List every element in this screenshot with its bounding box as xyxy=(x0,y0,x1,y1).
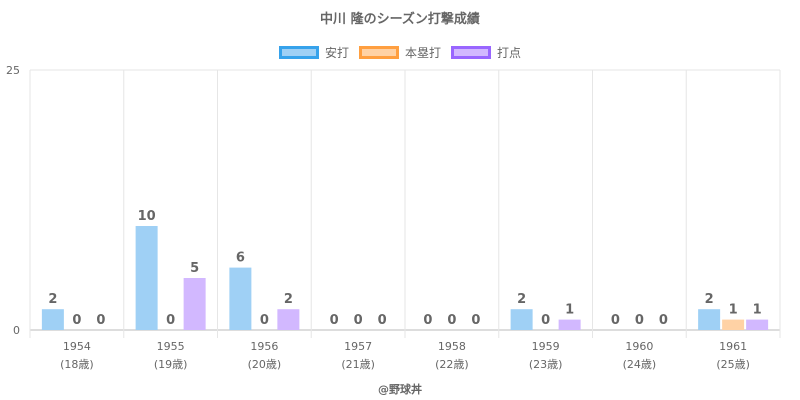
x-tick-sublabel: (24歳) xyxy=(623,358,657,371)
x-tick-label: 1955 xyxy=(157,340,185,353)
legend-item[interactable]: 打点 xyxy=(451,46,522,60)
data-label: 0 xyxy=(423,313,432,328)
legend-label: 安打 xyxy=(325,45,349,60)
data-label: 0 xyxy=(166,313,175,328)
data-label: 1 xyxy=(753,303,762,318)
bar[interactable] xyxy=(229,267,252,330)
x-tick-label: 1961 xyxy=(719,340,747,353)
chart-title: 中川 隆のシーズン打撃成績 xyxy=(320,11,480,27)
bar[interactable] xyxy=(183,278,206,330)
legend-swatch xyxy=(451,46,491,59)
data-label: 0 xyxy=(541,313,550,328)
chart-axis-labels: 1954 (18歳) 1955 (19歳) 1956 (20歳) 1957 (21歳) 1958… xyxy=(60,340,750,371)
bar[interactable] xyxy=(41,309,64,330)
x-tick-sublabel: (25歳) xyxy=(716,358,750,371)
chart-grid: 025 xyxy=(6,64,781,338)
bar[interactable] xyxy=(558,319,581,330)
data-label: 0 xyxy=(447,313,456,328)
data-label: 2 xyxy=(517,292,526,307)
x-tick-label: 1957 xyxy=(344,340,372,353)
data-label: 6 xyxy=(236,251,245,266)
legend-swatch xyxy=(279,46,319,59)
legend-swatch xyxy=(359,46,399,59)
legend-item[interactable]: 本塁打 xyxy=(359,46,442,60)
data-label: 2 xyxy=(284,292,293,307)
x-tick-sublabel: (23歳) xyxy=(529,358,563,371)
data-label: 0 xyxy=(354,313,363,328)
x-tick-sublabel: (18歳) xyxy=(60,358,94,371)
data-label: 2 xyxy=(48,292,57,307)
data-label: 0 xyxy=(659,313,668,328)
data-label: 5 xyxy=(190,261,199,276)
x-tick-label: 1959 xyxy=(532,340,560,353)
y-tick-label: 0 xyxy=(13,324,20,337)
bar[interactable] xyxy=(698,309,721,330)
bar[interactable] xyxy=(277,309,300,330)
x-tick-label: 1956 xyxy=(250,340,278,353)
chart-credit: @野球丼 xyxy=(378,382,422,396)
data-label: 2 xyxy=(705,292,714,307)
x-tick-label: 1960 xyxy=(625,340,653,353)
x-tick-sublabel: (20歳) xyxy=(248,358,282,371)
data-label: 0 xyxy=(72,313,81,328)
data-label: 0 xyxy=(330,313,339,328)
data-label: 0 xyxy=(611,313,620,328)
data-label: 0 xyxy=(378,313,387,328)
data-label: 0 xyxy=(260,313,269,328)
x-tick-sublabel: (19歳) xyxy=(154,358,188,371)
legend-label: 打点 xyxy=(497,46,521,60)
x-tick-label: 1958 xyxy=(438,340,466,353)
data-label: 0 xyxy=(96,313,105,328)
data-label: 10 xyxy=(138,209,156,224)
bar[interactable] xyxy=(746,319,769,330)
x-tick-sublabel: (22歳) xyxy=(435,358,469,371)
x-tick-sublabel: (21歳) xyxy=(341,358,375,371)
data-label: 1 xyxy=(729,303,738,318)
chart-legend: 安打 本塁打 打点 xyxy=(279,45,522,60)
x-tick-label: 1954 xyxy=(63,340,91,353)
data-label: 1 xyxy=(565,303,574,318)
bar[interactable] xyxy=(722,319,745,330)
bar[interactable] xyxy=(135,226,158,330)
legend-item[interactable]: 安打 xyxy=(279,45,350,60)
y-tick-label: 25 xyxy=(6,64,20,77)
data-label: 0 xyxy=(471,313,480,328)
data-label: 0 xyxy=(635,313,644,328)
legend-label: 本塁打 xyxy=(405,46,441,60)
bar[interactable] xyxy=(510,309,533,330)
